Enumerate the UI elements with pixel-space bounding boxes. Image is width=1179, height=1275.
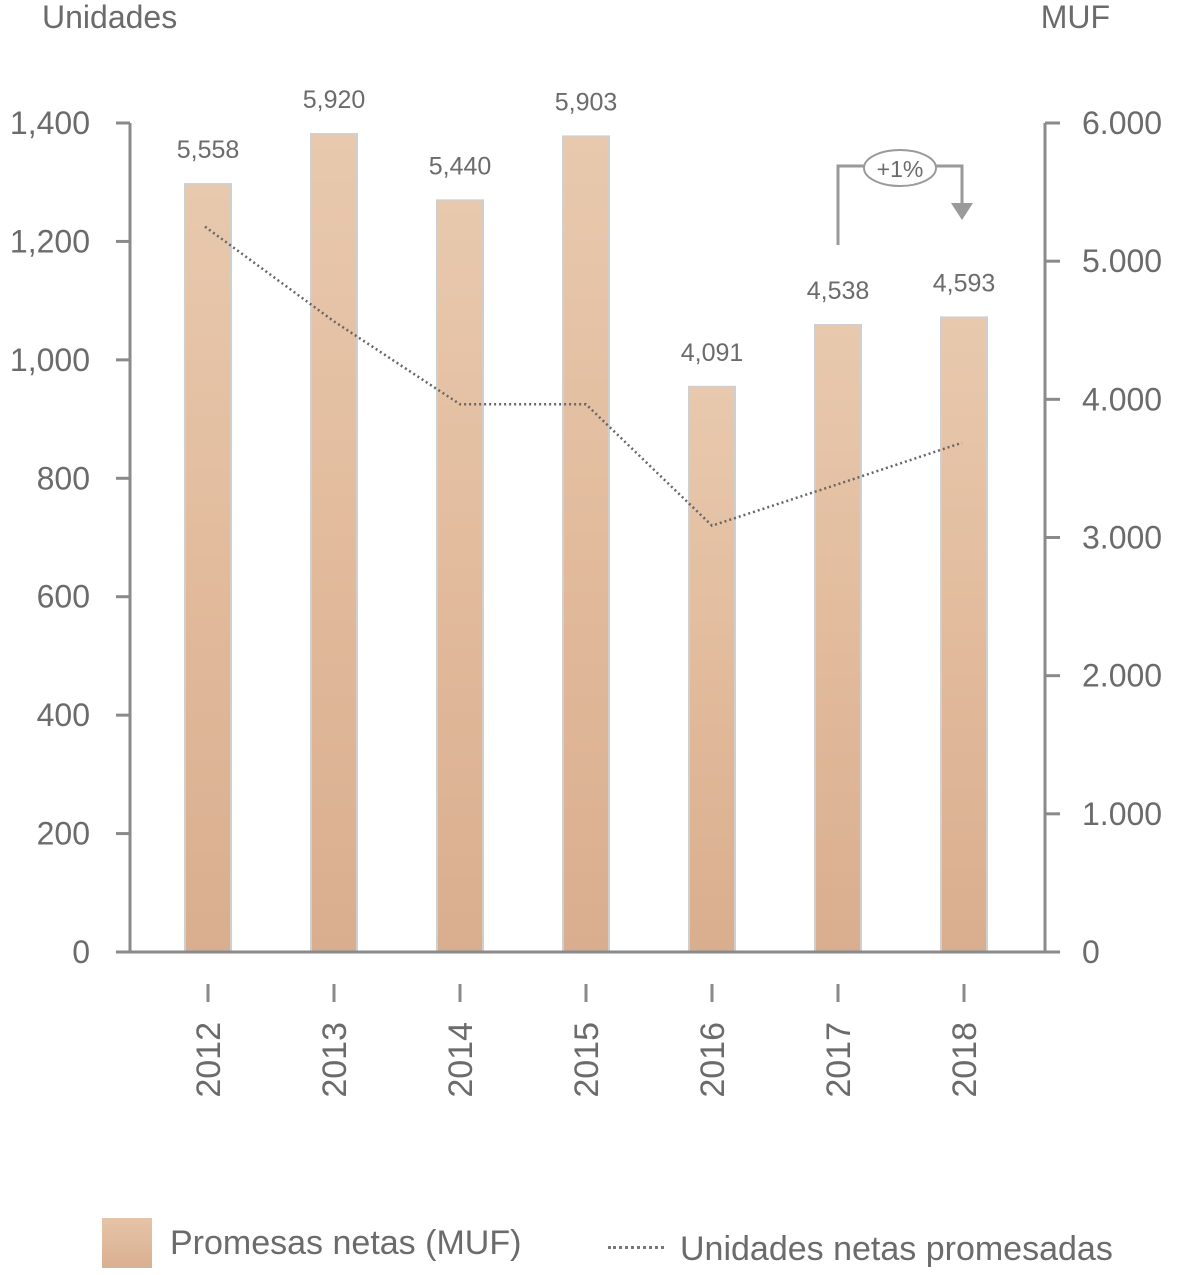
legend-swatch-bar [102,1218,152,1268]
bar-value-labels: 5,558 5,920 5,440 5,903 4,091 4,538 4,593 [177,86,996,367]
annotation-label: +1% [877,156,924,182]
bar-2012 [184,183,232,954]
bar-value-label: 5,440 [429,152,492,180]
bar-series [184,133,988,954]
bar-value-label: 5,920 [303,86,366,114]
legend-label-bars: Promesas netas (MUF) [170,1224,522,1262]
legend-label-line: Unidades netas promesadas [680,1230,1113,1268]
left-axis-title: Unidades [42,0,177,35]
line-series [204,225,963,528]
legend: Promesas netas (MUF) Unidades netas prom… [0,1212,1179,1275]
line-units [204,225,963,528]
right-tick-label: 6.000 [1082,105,1162,141]
right-tick-label: 1.000 [1082,796,1162,832]
x-axis-ticks: 2012 2013 2014 2015 2016 2017 2018 [190,984,984,1098]
x-tick-label: 2018 [946,1022,984,1098]
bar-value-label: 4,538 [807,277,870,305]
bar-value-label: 5,558 [177,136,240,164]
x-tick-label: 2016 [694,1022,732,1098]
right-tick-label: 0 [1082,934,1100,970]
right-tick-label: 3.000 [1082,520,1162,556]
annotation-bubble [863,149,937,187]
bar-2016 [688,385,736,953]
x-tick-label: 2013 [316,1022,354,1098]
growth-annotation: +1% [836,149,973,245]
left-tick-label: 1,200 [10,223,90,259]
x-tick-label: 2017 [820,1022,858,1098]
left-tick-label: 400 [37,697,90,733]
x-tick-label: 2015 [568,1022,606,1098]
left-tick-label: 600 [37,579,90,615]
left-tick-label: 800 [37,460,90,496]
right-tick-label: 4.000 [1082,381,1162,417]
bar-2018 [940,316,988,953]
x-tick-label: 2012 [190,1022,228,1098]
left-tick-label: 1,000 [10,342,90,378]
right-axis-title: MUF [1041,0,1110,35]
bar-value-label: 4,593 [933,269,996,297]
left-axis-ticks: 0 200 400 600 800 1,000 1,200 1,400 [10,105,130,970]
bar-value-label: 5,903 [555,88,618,116]
bar-2013 [310,133,358,953]
x-tick-label: 2014 [442,1022,480,1098]
bar-2015 [562,135,610,953]
left-tick-label: 200 [37,816,90,852]
right-tick-label: 5.000 [1082,243,1162,279]
left-tick-label: 0 [72,934,90,970]
right-axis-ticks: 0 1.000 2.000 3.000 4.000 5.000 6.000 [1045,105,1162,970]
legend-swatch-line [608,1246,664,1249]
right-tick-label: 2.000 [1082,658,1162,694]
left-tick-label: 1,400 [10,105,90,141]
combo-chart: Unidades MUF 5,558 5,920 5,440 5,903 4,091 4,… [10,0,1162,1098]
annotation-arrow [951,203,973,220]
bar-value-label: 4,091 [681,339,744,367]
bar-2014 [436,199,484,953]
bar-2017 [814,323,862,953]
